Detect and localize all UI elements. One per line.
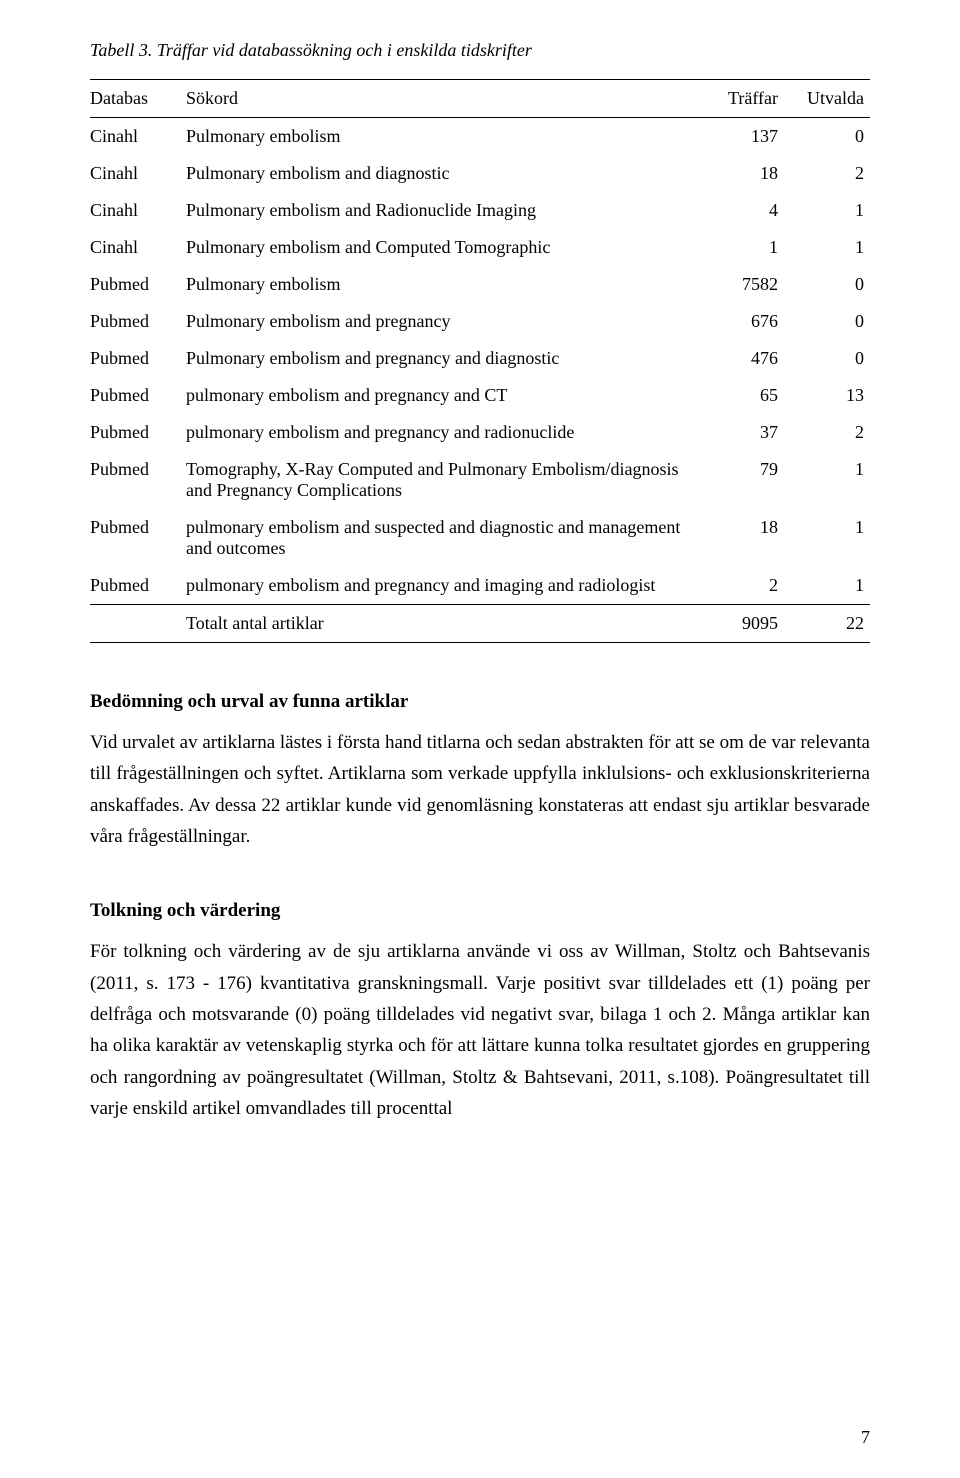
paragraph-tolkning: För tolkning och värdering av de sju art… [90, 936, 870, 1124]
cell-db: Pubmed [90, 567, 186, 605]
col-utvalda: Utvalda [784, 80, 870, 118]
table-totals-row: Totalt antal artiklar 9095 22 [90, 605, 870, 643]
cell-query: Pulmonary embolism [186, 118, 698, 156]
paragraph-bedomning: Vid urvalet av artiklarna lästes i först… [90, 727, 870, 852]
table-row: Pubmed Pulmonary embolism and pregnancy … [90, 303, 870, 340]
cell-selected: 1 [784, 567, 870, 605]
cell-hits: 37 [698, 414, 784, 451]
table-row: Pubmed pulmonary embolism and pregnancy … [90, 414, 870, 451]
cell-selected: 1 [784, 451, 870, 509]
cell-query: Pulmonary embolism and pregnancy [186, 303, 698, 340]
table-row: Cinahl Pulmonary embolism and diagnostic… [90, 155, 870, 192]
cell-hits: 137 [698, 118, 784, 156]
cell-db: Cinahl [90, 118, 186, 156]
cell-hits: 18 [698, 509, 784, 567]
col-sokord: Sökord [186, 80, 698, 118]
cell-hits: 65 [698, 377, 784, 414]
cell-query: Tomography, X-Ray Computed and Pulmonary… [186, 451, 698, 509]
page: Tabell 3. Träffar vid databassökning och… [0, 0, 960, 1478]
cell-query: Pulmonary embolism and Computed Tomograp… [186, 229, 698, 266]
table-row: Pubmed pulmonary embolism and suspected … [90, 509, 870, 567]
cell-selected: 0 [784, 118, 870, 156]
table-row: Pubmed pulmonary embolism and pregnancy … [90, 567, 870, 605]
cell-query: pulmonary embolism and pregnancy and ima… [186, 567, 698, 605]
cell-selected: 0 [784, 303, 870, 340]
table-row: Pubmed Pulmonary embolism 7582 0 [90, 266, 870, 303]
cell-hits: 1 [698, 229, 784, 266]
cell-db: Pubmed [90, 303, 186, 340]
cell-query: Pulmonary embolism and Radionuclide Imag… [186, 192, 698, 229]
cell-db [90, 605, 186, 643]
cell-query: Pulmonary embolism [186, 266, 698, 303]
table-row: Pubmed Tomography, X-Ray Computed and Pu… [90, 451, 870, 509]
table-caption: Tabell 3. Träffar vid databassökning och… [90, 40, 870, 61]
cell-hits: 7582 [698, 266, 784, 303]
cell-total-label: Totalt antal artiklar [186, 605, 698, 643]
cell-db: Pubmed [90, 340, 186, 377]
cell-db: Cinahl [90, 192, 186, 229]
cell-selected: 1 [784, 509, 870, 567]
table-header-row: Databas Sökord Träffar Utvalda [90, 80, 870, 118]
cell-query: pulmonary embolism and pregnancy and rad… [186, 414, 698, 451]
cell-hits: 79 [698, 451, 784, 509]
cell-hits: 676 [698, 303, 784, 340]
cell-hits: 18 [698, 155, 784, 192]
cell-selected: 0 [784, 340, 870, 377]
cell-db: Pubmed [90, 266, 186, 303]
cell-selected: 2 [784, 155, 870, 192]
cell-selected: 13 [784, 377, 870, 414]
table-row: Cinahl Pulmonary embolism and Computed T… [90, 229, 870, 266]
cell-selected: 1 [784, 192, 870, 229]
cell-query: pulmonary embolism and pregnancy and CT [186, 377, 698, 414]
cell-hits: 4 [698, 192, 784, 229]
heading-bedomning: Bedömning och urval av funna artiklar [90, 691, 870, 713]
cell-selected: 2 [784, 414, 870, 451]
table-row: Pubmed pulmonary embolism and pregnancy … [90, 377, 870, 414]
heading-tolkning: Tolkning och värdering [90, 900, 870, 922]
cell-db: Pubmed [90, 377, 186, 414]
results-table: Databas Sökord Träffar Utvalda Cinahl Pu… [90, 79, 870, 643]
table-row: Pubmed Pulmonary embolism and pregnancy … [90, 340, 870, 377]
cell-db: Pubmed [90, 414, 186, 451]
cell-selected: 1 [784, 229, 870, 266]
cell-db: Pubmed [90, 451, 186, 509]
cell-db: Pubmed [90, 509, 186, 567]
cell-query: Pulmonary embolism and pregnancy and dia… [186, 340, 698, 377]
col-traffar: Träffar [698, 80, 784, 118]
table-row: Cinahl Pulmonary embolism and Radionucli… [90, 192, 870, 229]
cell-selected: 0 [784, 266, 870, 303]
cell-hits: 476 [698, 340, 784, 377]
cell-query: pulmonary embolism and suspected and dia… [186, 509, 698, 567]
table-row: Cinahl Pulmonary embolism 137 0 [90, 118, 870, 156]
cell-total-selected: 22 [784, 605, 870, 643]
cell-total-hits: 9095 [698, 605, 784, 643]
page-number: 7 [861, 1427, 870, 1448]
cell-hits: 2 [698, 567, 784, 605]
col-databas: Databas [90, 80, 186, 118]
cell-db: Cinahl [90, 229, 186, 266]
cell-db: Cinahl [90, 155, 186, 192]
cell-query: Pulmonary embolism and diagnostic [186, 155, 698, 192]
